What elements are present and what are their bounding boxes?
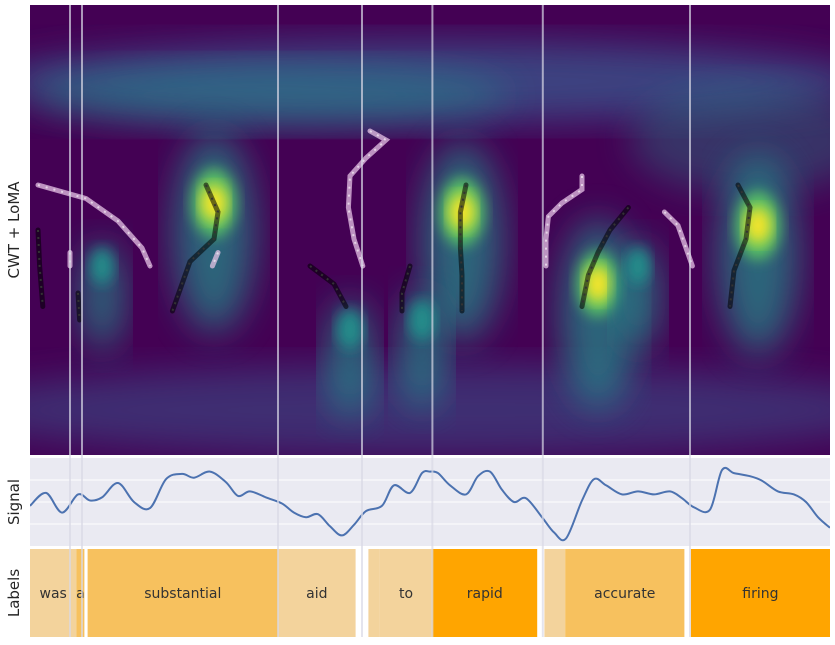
labels-ylabel: Labels [5,569,23,617]
label-segment [432,549,538,637]
ridge-light-dots [663,211,694,267]
ridge-dark-dots [309,265,347,307]
wavelet-blob [408,299,436,341]
label-segment [76,549,85,637]
signal-line [30,466,830,542]
wavelet-band [30,365,830,455]
ridge-light [543,173,585,269]
ridge-dark [579,205,631,309]
label-segment [368,549,380,637]
label-segment [87,549,278,637]
label-word: accurate [594,586,655,602]
wavelet-ylabel: CWT + LoMA [5,181,23,279]
ridge-dark-dots [459,184,467,311]
wavelet-heatmap [30,5,830,455]
label-word: substantial [144,586,221,602]
wavelet-blob [89,247,115,285]
wavelet-blob [625,247,651,285]
label-segment [565,549,685,637]
label-segment [278,549,356,637]
wavelet-blobs [80,133,798,419]
label-segment [379,549,433,637]
wavelet-blob-core [585,266,611,302]
ridge-light [345,128,391,269]
signal-panel [30,458,830,546]
wavelet-blob-core [745,207,771,244]
label-segment [544,549,566,637]
ridge-dark [169,182,221,314]
label-word: firing [742,586,778,602]
signal-grid [30,479,830,525]
ridge-dark-dots [77,292,81,321]
wavelet-band [30,63,510,127]
word-boundary-lines [69,5,691,637]
wavelet-blob [336,308,364,350]
label-word: to [399,586,413,602]
ridge-dark-dots [401,265,411,311]
signal-ylabel: Signal [5,479,23,525]
wavelet-band [630,86,830,194]
label-word: a [76,586,85,602]
label-segment [30,549,77,637]
wavelet-bands [30,41,830,455]
label-word: rapid [467,586,503,602]
ridge-dark-dots [729,184,752,307]
label-word: was [40,586,67,602]
ridge-light [209,250,221,269]
label-word: aid [306,586,327,602]
labels-panel: was a substantial aid to rapid accurate firing [30,549,830,637]
ridge-dark-dots [37,229,44,307]
label-segment [690,549,830,637]
